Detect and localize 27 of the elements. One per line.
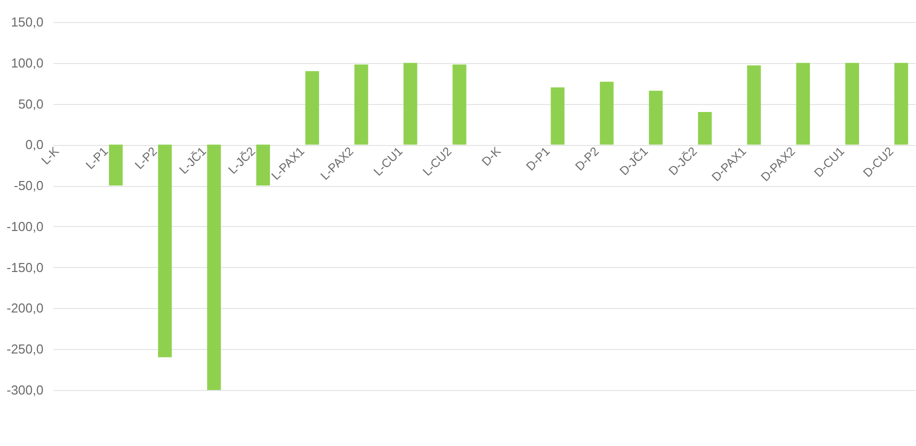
y-tick-label: 50,0	[18, 96, 44, 112]
y-tick-label: -50,0	[14, 178, 44, 194]
bar	[600, 82, 614, 145]
bar	[894, 62, 908, 145]
bar	[648, 90, 663, 145]
y-tick-label: 150,0	[10, 14, 44, 30]
bar	[256, 144, 270, 186]
bar	[108, 144, 123, 186]
y-tick-label: 100,0	[10, 55, 44, 70]
y-tick-label: -250,0	[6, 342, 44, 357]
bar	[796, 62, 810, 145]
bar	[698, 112, 712, 145]
y-tick-label: 0,0	[25, 137, 44, 152]
y-tick-label: -150,0	[6, 260, 44, 275]
x-tick-label: D-K	[478, 144, 504, 169]
bar	[305, 71, 320, 145]
y-tick-label: -200,0	[6, 300, 44, 316]
bar	[845, 62, 860, 145]
bar	[403, 62, 418, 145]
y-tick-label: -100,0	[6, 218, 44, 234]
bar	[354, 64, 368, 145]
bar	[207, 144, 221, 390]
bar	[550, 87, 565, 145]
y-tick-label: -300,0	[6, 382, 44, 398]
bar	[158, 144, 172, 358]
bar	[452, 64, 466, 145]
bar	[747, 65, 761, 145]
